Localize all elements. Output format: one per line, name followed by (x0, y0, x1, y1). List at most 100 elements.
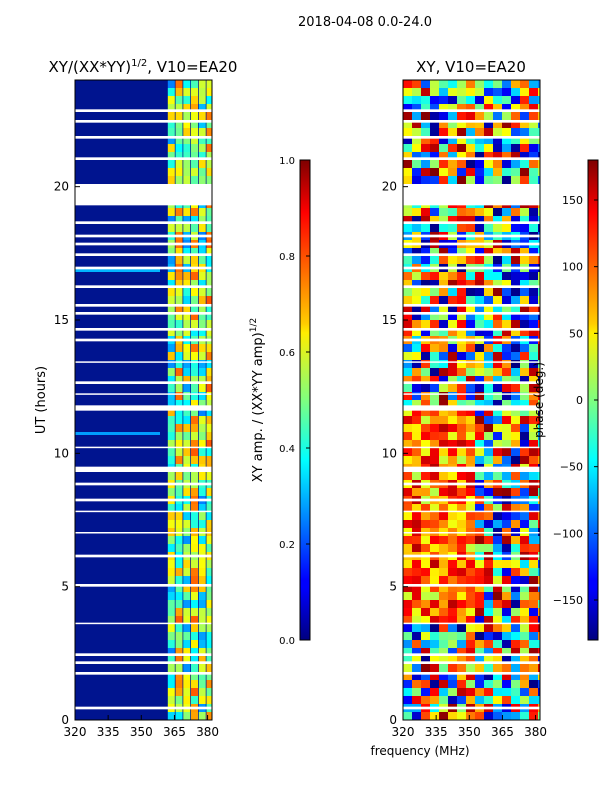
phase-cell (448, 536, 457, 544)
phase-cell (421, 632, 430, 640)
phase-cell (502, 456, 511, 464)
amplitude-rfi-cell (183, 304, 191, 312)
phase-cell (457, 344, 466, 352)
phase-cell (511, 512, 520, 520)
phase-cell (538, 536, 540, 544)
amplitude-rfi-cell (198, 328, 206, 336)
phase-cell (511, 312, 520, 320)
phase-cell (493, 672, 502, 680)
phase-cell (403, 160, 412, 168)
amplitude-rfi-cell (183, 112, 191, 120)
amplitude-rfi-cell (198, 216, 206, 224)
phase-cell (538, 160, 540, 168)
phase-cell (412, 400, 421, 408)
phase-cell (529, 416, 538, 424)
phase-cell (511, 712, 520, 720)
phase-cell (502, 672, 511, 680)
phase-cell (529, 600, 538, 608)
phase-cell (466, 488, 475, 496)
amplitude-rfi-cell (183, 176, 191, 184)
amplitude-rfi-cell (175, 288, 183, 296)
phase-cell (529, 512, 538, 520)
amplitude-rfi-cell (198, 312, 206, 320)
phase-cell (511, 632, 520, 640)
phase-cell (448, 712, 457, 720)
phase-cell (520, 368, 529, 376)
phase-cell (439, 224, 448, 232)
phase-cell (511, 456, 520, 464)
phase-cell (457, 104, 466, 112)
phase-cell (412, 216, 421, 224)
phase-cell (421, 504, 430, 512)
amplitude-rfi-cell (175, 632, 183, 640)
phase-cell (484, 584, 493, 592)
phase-cell (457, 272, 466, 280)
phase-cell (475, 600, 484, 608)
phase-cell (520, 584, 529, 592)
amplitude-rfi-cell (191, 160, 199, 168)
phase-cell (520, 424, 529, 432)
phase-cell (493, 520, 502, 528)
amplitude-rfi-cell (183, 280, 191, 288)
phase-cell (421, 648, 430, 656)
phase-cell (430, 504, 439, 512)
phase-cell (457, 568, 466, 576)
phase-cell (538, 448, 540, 456)
phase-cell (448, 504, 457, 512)
phase-cell (538, 416, 540, 424)
amplitude-rfi-cell (191, 352, 199, 360)
amplitude-rfi-cell (183, 688, 191, 696)
amplitude-rfi-cell (198, 512, 206, 520)
phase-cell (421, 456, 430, 464)
phase-cell (430, 208, 439, 216)
phase-colorbar-tick-label: −50 (560, 461, 583, 474)
amplitude-rfi-cell (191, 664, 199, 672)
phase-cell (511, 120, 520, 128)
phase-cell (520, 296, 529, 304)
phase-cell (421, 128, 430, 136)
phase-cell (529, 328, 538, 336)
phase-cell (403, 352, 412, 360)
phase-cell (520, 88, 529, 96)
phase-cell (538, 432, 540, 440)
amplitude-rfi-cell (206, 368, 212, 376)
phase-cell (529, 136, 538, 144)
phase-cell (457, 392, 466, 400)
phase-colorbar-tick-label: 0 (576, 394, 583, 407)
amplitude-rfi-cell (167, 80, 175, 88)
phase-cell (484, 688, 493, 696)
amplitude-rfi-cell (175, 136, 183, 144)
phase-cell (520, 376, 529, 384)
phase-cell (430, 584, 439, 592)
phase-cell (466, 680, 475, 688)
amplitude-flagged-row (75, 266, 212, 270)
phase-cell (502, 600, 511, 608)
phase-cell (430, 664, 439, 672)
phase-cell (502, 344, 511, 352)
phase-cell (457, 304, 466, 312)
phase-cell (421, 584, 430, 592)
phase-cell (475, 408, 484, 416)
phase-cell (448, 96, 457, 104)
phase-cell (457, 448, 466, 456)
phase-cell (529, 104, 538, 112)
amplitude-rfi-cell (183, 96, 191, 104)
phase-flagged-row (403, 328, 540, 331)
amplitude-rfi-cell (191, 576, 199, 584)
phase-cell (511, 216, 520, 224)
amplitude-rfi-cell (183, 256, 191, 264)
amplitude-rfi-cell (191, 520, 199, 528)
phase-cell (538, 280, 540, 288)
amplitude-rfi-cell (206, 504, 212, 512)
amplitude-rfi-cell (198, 384, 206, 392)
phase-cell (421, 600, 430, 608)
phase-cell (466, 136, 475, 144)
amplitude-rfi-cell (198, 320, 206, 328)
phase-cell (538, 520, 540, 528)
phase-cell (457, 712, 466, 720)
amplitude-rfi-cell (206, 576, 212, 584)
phase-cell (484, 360, 493, 368)
amplitude-rfi-cell (191, 624, 199, 632)
phase-cell (457, 688, 466, 696)
